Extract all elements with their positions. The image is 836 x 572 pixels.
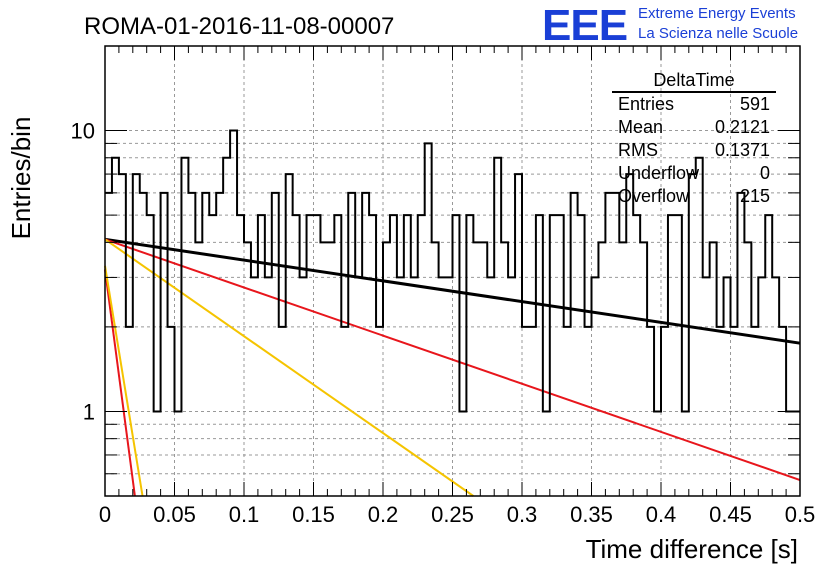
x-tick-label: 0.2 — [368, 502, 399, 527]
black-fit-line — [104, 237, 801, 345]
stats-row-value: 0 — [760, 163, 770, 183]
red-fit-fast-line — [104, 269, 136, 497]
histogram-steps — [105, 129, 800, 413]
logo-line-1: Extreme Energy Events — [638, 5, 796, 22]
stats-row-label: Overflow — [618, 186, 690, 206]
stats-row-value: 0.1371 — [715, 140, 770, 160]
x-tick-label: 0.25 — [431, 502, 474, 527]
x-tick-label: 0.1 — [229, 502, 260, 527]
y-tick-label: 10 — [71, 119, 95, 144]
stats-row-value: 591 — [740, 94, 770, 114]
eee-logo: EEE — [542, 1, 627, 50]
stats-row-value: 215 — [740, 186, 770, 206]
x-tick-label: 0.05 — [153, 502, 196, 527]
red-fit-slow-line — [104, 238, 801, 481]
chart-title: ROMA-01-2016-11-08-00007 — [84, 13, 394, 40]
stats-rows: Entries 591 Mean 0.2121 RMS 0.1371 Underflow 0 O… — [618, 94, 770, 206]
logo-line-2: La Scienza nelle Scuole — [638, 25, 798, 42]
y-tick-label: 1 — [83, 399, 95, 424]
fit-lines — [104, 237, 801, 497]
stats-row-label: RMS — [618, 140, 658, 160]
yellow-fit-slow-line — [104, 238, 474, 497]
stats-row-label: Entries — [618, 94, 674, 114]
x-tick-label: 0.45 — [709, 502, 752, 527]
stats-row-value: 0.2121 — [715, 117, 770, 137]
plot-frame — [104, 45, 801, 497]
x-tick-label: 0.5 — [785, 502, 816, 527]
x-tick-label: 0.3 — [507, 502, 538, 527]
grid-lines — [105, 46, 800, 496]
plot-area — [104, 45, 801, 497]
x-tick-label: 0 — [99, 502, 111, 527]
x-tick-label: 0.15 — [292, 502, 335, 527]
y-axis-title: Entries/bin — [6, 117, 36, 240]
x-tick-label: 0.35 — [570, 502, 613, 527]
stats-box-name: DeltaTime — [653, 70, 734, 90]
yellow-fit-fast-line — [104, 265, 144, 497]
x-tick-labels: 0 0.05 0.1 0.15 0.2 0.25 0.3 0.35 0.4 0.45 0.5 — [99, 502, 815, 527]
stats-box: DeltaTime Entries 591 Mean 0.2121 RMS 0.1371 U… — [612, 70, 776, 206]
stats-row-label: Mean — [618, 117, 663, 137]
x-axis-title: Time difference [s] — [586, 534, 798, 564]
x-tick-label: 0.4 — [646, 502, 677, 527]
stats-row-label: Underflow — [618, 163, 700, 183]
y-tick-labels: 1 10 — [71, 119, 95, 425]
